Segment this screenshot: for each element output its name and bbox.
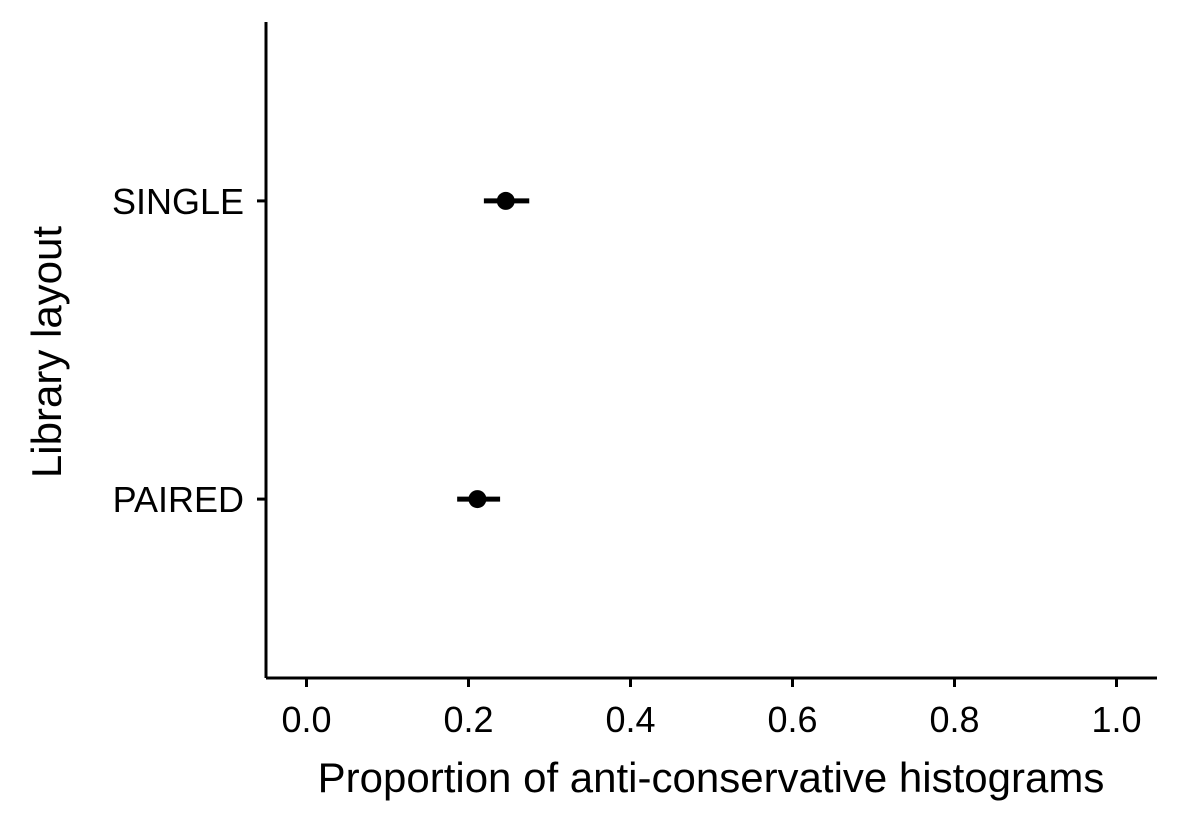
x-tick-label: 0.2: [443, 699, 493, 740]
y-axis-title: Library layout: [23, 226, 70, 478]
x-tick-label: 0.8: [929, 699, 979, 740]
x-tick-label: 1.0: [1091, 699, 1141, 740]
x-tick-label: 0.0: [281, 699, 331, 740]
marks: [457, 191, 530, 509]
x-axis-title: Proportion of anti-conservative histogra…: [318, 754, 1105, 801]
x-tick-label: 0.4: [605, 699, 655, 740]
y-tick-label: PAIRED: [113, 479, 244, 520]
y-ticks: SINGLE PAIRED: [112, 181, 266, 520]
y-tick-label: SINGLE: [112, 181, 244, 222]
x-tick-label: 0.6: [767, 699, 817, 740]
data-point: [468, 490, 487, 509]
x-ticks: 0.0 0.2 0.4 0.6 0.8 1.0: [281, 678, 1142, 740]
data-point: [496, 191, 515, 210]
axes: [264, 22, 1157, 680]
